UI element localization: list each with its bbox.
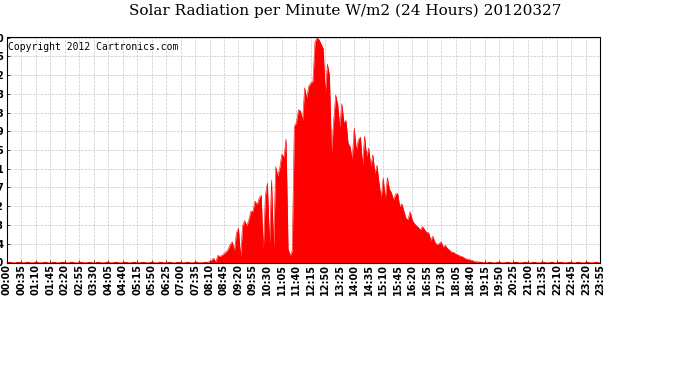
Text: Solar Radiation per Minute W/m2 (24 Hours) 20120327: Solar Radiation per Minute W/m2 (24 Hour… [129,4,561,18]
Text: Copyright 2012 Cartronics.com: Copyright 2012 Cartronics.com [8,42,179,52]
